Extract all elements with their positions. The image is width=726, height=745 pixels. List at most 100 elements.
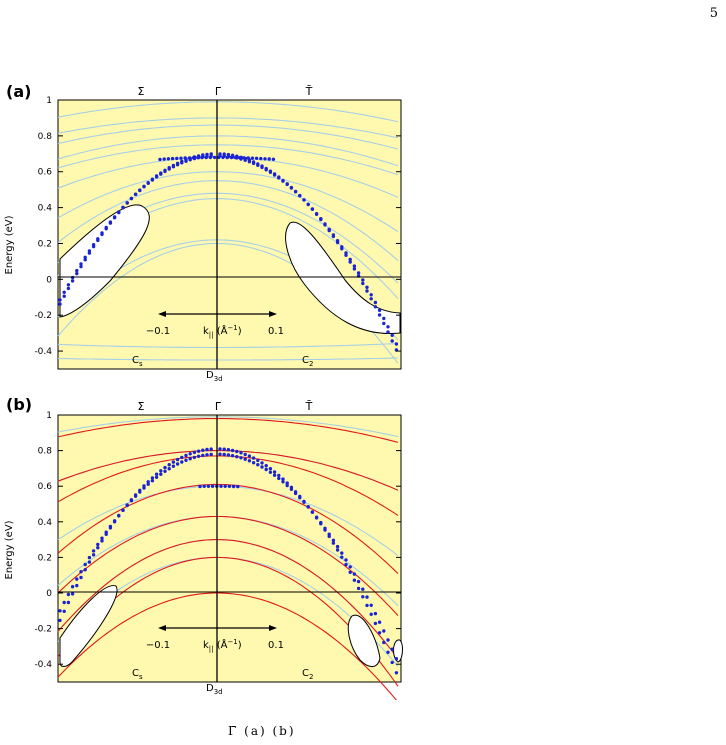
data-point: [272, 473, 277, 477]
data-point: [191, 156, 196, 160]
data-point: [382, 321, 386, 326]
data-point: [167, 463, 171, 467]
data-point: [223, 484, 227, 488]
data-point: [96, 546, 100, 550]
data-point: [310, 207, 315, 211]
data-point: [108, 524, 113, 529]
data-point: [104, 225, 108, 230]
sigma-label: Σ̄: [138, 400, 145, 413]
footer-fragment: Γ̄ (a) (b): [228, 724, 296, 738]
data-point: [208, 155, 213, 160]
data-point: [163, 169, 167, 174]
data-point: [394, 671, 399, 675]
data-point: [163, 469, 167, 473]
data-point: [117, 513, 121, 518]
data-point: [159, 469, 163, 473]
data-point: [171, 460, 176, 464]
data-point: [272, 173, 277, 177]
data-point: [175, 462, 180, 466]
data-point: [319, 520, 323, 525]
data-point: [390, 660, 394, 665]
data-point: [83, 562, 87, 567]
sigma-label: Σ̄: [138, 85, 145, 98]
data-point: [327, 532, 331, 536]
data-point: [100, 539, 104, 543]
data-point: [268, 470, 273, 474]
data-point: [386, 325, 390, 329]
data-point: [87, 249, 92, 253]
data-point: [159, 172, 163, 176]
y-tick-label: 0: [46, 275, 52, 285]
data-point: [323, 526, 327, 530]
data-point: [180, 455, 184, 460]
data-point: [373, 300, 378, 305]
k-axis-label: k|| (Å−1): [203, 638, 242, 653]
data-point: [205, 447, 209, 452]
data-point: [201, 448, 205, 452]
y-tick-label: 0.8: [38, 447, 53, 457]
data-point: [159, 472, 163, 476]
data-point: [247, 160, 252, 164]
data-point: [138, 188, 142, 193]
data-point: [251, 461, 256, 465]
data-point: [348, 565, 352, 569]
data-point: [66, 592, 71, 597]
data-point: [62, 600, 66, 605]
y-tick-label: 0.8: [38, 132, 53, 142]
data-point: [138, 490, 142, 494]
data-point: [235, 449, 239, 454]
data-point: [100, 536, 104, 540]
data-point: [247, 459, 252, 463]
y-tick-label: 0: [46, 589, 52, 599]
data-point: [377, 308, 382, 312]
data-point: [79, 570, 83, 574]
symmetry-left: Cs: [132, 668, 143, 681]
band-curve: [57, 171, 399, 233]
data-point: [243, 452, 247, 457]
data-point: [373, 305, 378, 309]
data-point: [150, 178, 155, 182]
data-point: [133, 494, 138, 498]
data-point: [167, 467, 171, 471]
data-point: [277, 176, 281, 180]
symmetry-center: D3d: [206, 370, 223, 383]
data-point: [79, 262, 83, 266]
data-point: [256, 458, 260, 463]
k-tick-left: −0.1: [146, 640, 170, 651]
data-point: [340, 245, 344, 249]
data-point: [335, 544, 340, 549]
data-point: [79, 264, 83, 269]
data-point: [356, 586, 361, 591]
data-point: [263, 157, 267, 161]
arpes-dots: [58, 152, 399, 352]
data-point: [365, 289, 369, 293]
data-point: [247, 454, 252, 458]
symmetry-left: Cs: [132, 355, 143, 368]
data-point: [285, 182, 289, 187]
data-point: [386, 650, 390, 654]
data-point: [158, 157, 162, 162]
gap-region: [285, 221, 401, 335]
data-point: [344, 251, 348, 255]
data-point: [238, 156, 242, 160]
data-point: [210, 484, 215, 488]
data-point: [70, 592, 75, 596]
gap-region: [347, 614, 381, 667]
data-point: [142, 185, 146, 189]
data-point: [104, 530, 108, 534]
data-point: [100, 231, 104, 235]
data-point: [352, 264, 357, 268]
y-tick-label: -0.2: [34, 311, 52, 321]
data-point: [221, 155, 225, 160]
data-point: [277, 476, 281, 481]
data-point: [272, 470, 277, 474]
data-point: [62, 609, 66, 613]
y-axis-label: Energy (eV): [4, 520, 15, 579]
data-point: [268, 170, 273, 174]
data-point: [231, 484, 236, 489]
data-point: [390, 339, 394, 343]
data-point: [91, 549, 96, 553]
data-point: [352, 578, 357, 582]
panel-label: (b): [6, 395, 32, 414]
gap-region: [59, 585, 118, 667]
